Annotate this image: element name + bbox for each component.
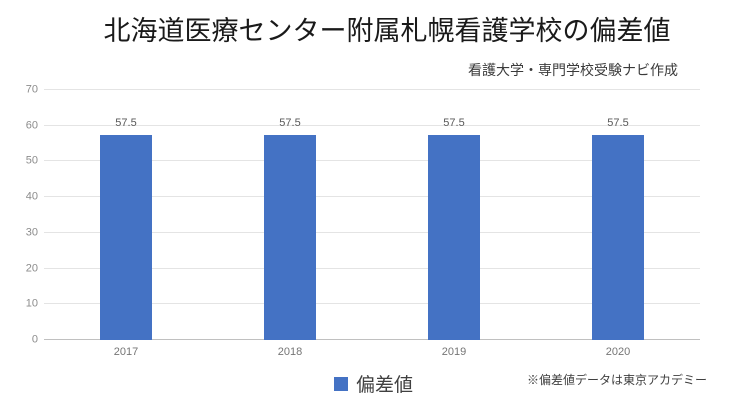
gridline	[44, 196, 700, 198]
category-slot: 57.5 2020	[536, 90, 700, 358]
y-tick-label: 60	[25, 119, 38, 132]
y-tick-label: 30	[25, 226, 38, 239]
x-tick-label: 2020	[605, 346, 631, 358]
bar	[264, 134, 316, 340]
x-tick-label: 2019	[441, 346, 467, 358]
footnote: ※偏差値データは東京アカデミー	[526, 373, 707, 387]
bar-value-label: 57.5	[279, 116, 301, 129]
bar-value-label: 57.5	[443, 116, 465, 129]
chart-subtitle: 看護大学・専門学校受験ナビ作成	[468, 62, 678, 78]
plot-area: 0 10 20 30 40 50 60 70 57.5 2017 57.5 2018 57.5 2019…	[26, 84, 700, 358]
x-tick-label: 2018	[277, 346, 303, 358]
y-tick-label: 10	[25, 297, 38, 310]
bar	[100, 134, 152, 340]
bar-slots: 57.5 2017 57.5 2018 57.5 2019 57.5 2020	[44, 90, 700, 358]
legend: 偏差値	[334, 370, 413, 397]
y-tick-label: 0	[31, 333, 38, 346]
y-tick-label: 20	[25, 262, 38, 275]
category-slot: 57.5 2017	[44, 90, 208, 358]
bar	[592, 134, 644, 340]
gridline	[44, 267, 700, 269]
bar-value-label: 57.5	[115, 116, 137, 129]
y-tick-label: 50	[25, 154, 38, 167]
gridline	[44, 303, 700, 305]
y-tick-label: 70	[25, 83, 38, 96]
y-tick-label: 40	[25, 190, 38, 203]
chart-title: 北海道医療センター附属札幌看護学校の偏差値	[103, 16, 671, 46]
bar-value-label: 57.5	[607, 116, 629, 129]
x-axis-line	[44, 339, 700, 340]
gridline	[44, 231, 700, 233]
bar	[428, 134, 480, 340]
x-tick-label: 2017	[113, 346, 139, 358]
legend-label: 偏差値	[356, 375, 414, 396]
category-slot: 57.5 2018	[208, 90, 372, 358]
gridline	[44, 160, 700, 162]
gridline	[44, 89, 700, 90]
gridline	[44, 124, 700, 126]
category-slot: 57.5 2019	[372, 90, 536, 358]
legend-swatch-icon	[334, 376, 348, 391]
